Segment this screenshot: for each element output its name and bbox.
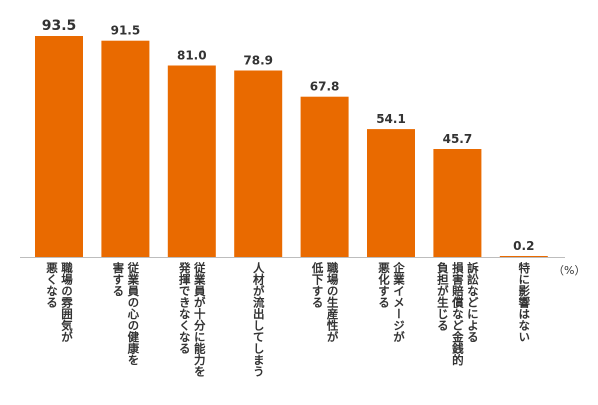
category-label-4: 職場の生産性が 低下する — [310, 262, 340, 343]
category-label-0: 職場の雰囲気が 悪くなる — [45, 262, 74, 343]
value-label-1: 91.5 — [111, 24, 141, 38]
bars-group — [35, 36, 548, 258]
bar-6 — [433, 149, 482, 257]
value-labels-group: 93.5 91.5 81.0 78.9 67.8 54.1 45.7 0.2 — [42, 18, 535, 253]
bar-5 — [367, 129, 415, 257]
value-label-2: 81.0 — [177, 49, 207, 63]
bar-4 — [300, 96, 349, 257]
value-label-5: 54.1 — [376, 112, 406, 126]
category-label-7: 特に影響はない — [517, 262, 532, 343]
category-label-3: 人材が流出してしまう — [251, 262, 266, 377]
category-label-6: 訴訟などによる 損害賠償など金銭的 負担が生じる — [435, 262, 480, 366]
bar-7 — [499, 256, 548, 257]
category-label-5: 企業イメージが 悪化する — [377, 262, 406, 343]
value-label-0: 93.5 — [42, 18, 77, 34]
value-label-3: 78.9 — [243, 54, 273, 68]
bar-2 — [167, 65, 216, 257]
bar-0 — [35, 36, 83, 257]
category-label-1: 従業員の心の健康を 害する — [111, 262, 141, 366]
value-label-4: 67.8 — [310, 80, 340, 94]
value-label-7: 0.2 — [513, 239, 534, 253]
bar-3 — [234, 70, 283, 257]
bar-1 — [101, 40, 150, 258]
unit-label: （%） — [553, 264, 586, 277]
value-label-6: 45.7 — [443, 132, 473, 146]
category-label-2: 従業員が十分に能力を 発揮できなくなる — [177, 262, 207, 377]
